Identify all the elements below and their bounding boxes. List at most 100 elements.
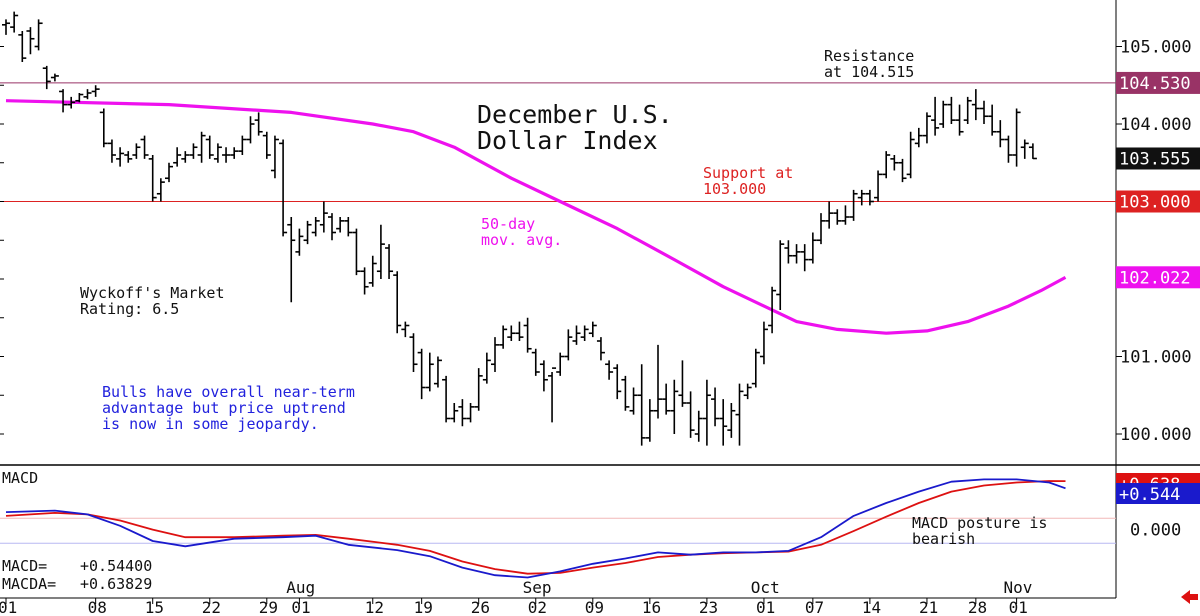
y-tick-label: 101.000 (1120, 348, 1192, 368)
price-bar (1020, 139, 1029, 159)
price-bar (914, 127, 923, 148)
x-day-label: 01 (291, 598, 310, 616)
macd-tag-label: +0.544 (1119, 485, 1180, 505)
x-day-label: 14 (862, 598, 881, 616)
price-bar (882, 151, 891, 179)
price-bar (59, 89, 68, 113)
resistance-note: Resistance at 104.515 (824, 47, 923, 81)
price-bar (197, 131, 206, 163)
price-bar (50, 73, 59, 82)
price-bar (711, 387, 720, 427)
price-bar (898, 158, 907, 183)
price-bar (409, 333, 418, 372)
price-bar (262, 131, 271, 159)
price-bar (319, 201, 328, 233)
left-arrow-icon[interactable] (1181, 590, 1198, 604)
price-bar (230, 147, 239, 159)
price-bar (768, 286, 777, 334)
price-bar (890, 155, 899, 171)
price-bar (499, 325, 508, 349)
price-bar (556, 352, 565, 376)
price-bar (735, 383, 744, 446)
macd-tag-1: +0.544 (1116, 483, 1200, 505)
price-bar (988, 104, 997, 136)
price-bar (727, 403, 736, 438)
price-bar (417, 348, 426, 400)
price-bar (857, 189, 866, 206)
price-bar (654, 344, 662, 419)
macd-readout-value: +0.54400 (80, 557, 152, 575)
price-bar (662, 383, 671, 415)
chart-title: December U.S. Dollar Index (477, 100, 688, 155)
price-bar (450, 403, 459, 423)
ma-label-line1: 50-day (481, 215, 535, 233)
resistance-note-line2: at 104.515 (824, 63, 914, 81)
price-bar (580, 325, 589, 341)
price-bar (75, 93, 84, 103)
bulls-note-line1: Bulls have overall near-term (102, 383, 355, 401)
price-bar (34, 19, 43, 51)
macd-y-tick-label: 0.000 (1130, 521, 1181, 541)
price-bar (287, 217, 296, 303)
price-bar (140, 135, 149, 159)
price-bar (482, 352, 491, 384)
price-bar (613, 364, 622, 400)
price-bar (784, 240, 793, 264)
price-bar (376, 224, 385, 279)
price-bar (238, 135, 247, 155)
price-bar (352, 228, 361, 276)
price-bar (507, 325, 516, 341)
price-bar (637, 364, 646, 446)
price-bar (531, 348, 540, 376)
x-month-label: Sep (523, 578, 552, 597)
x-day-label: 01 (756, 598, 775, 616)
price-bar (1012, 108, 1021, 167)
price-bar (303, 220, 312, 245)
price-bar (955, 104, 964, 136)
chart-title-line1: December U.S. (477, 100, 673, 129)
macd-note-line1: MACD posture is (912, 514, 1047, 532)
price-bar (539, 360, 548, 392)
macd-readout-label: MACD= (2, 557, 47, 575)
price-bar (515, 321, 524, 341)
price-bar (18, 31, 27, 62)
price-bar (596, 337, 605, 361)
price-bar (385, 244, 394, 279)
price-bar (759, 321, 768, 365)
price-bar (474, 368, 483, 411)
price-bar (181, 151, 190, 163)
support-tag: 103.000 (1116, 190, 1200, 213)
price-bar (963, 96, 972, 124)
price-bar (344, 217, 353, 237)
price-bar (523, 317, 532, 353)
price-bar (360, 267, 369, 295)
macd-readout: MACD= +0.54400 MACDA= +0.63829 (2, 557, 152, 593)
price-bar (107, 139, 116, 163)
y-tick-label: 100.000 (1120, 425, 1192, 445)
price-bar (605, 360, 614, 380)
price-bar (629, 387, 638, 415)
price-bar (865, 189, 874, 206)
price-bar (841, 205, 850, 225)
price-bar (2, 19, 10, 35)
price-bar (254, 112, 263, 136)
price-bar (833, 209, 842, 225)
price-bar (328, 213, 336, 241)
price-bar (670, 379, 679, 434)
macda-readout-value: +0.63829 (80, 575, 152, 593)
x-month-label: Oct (751, 578, 780, 597)
price-bar (971, 89, 980, 121)
price-bar (458, 399, 467, 427)
price-bar (124, 151, 133, 163)
price-bar (1004, 135, 1013, 163)
x-day-label: 12 (365, 598, 384, 616)
price-bar (906, 131, 915, 179)
price-bar (996, 120, 1005, 148)
x-day-label: 01 (1009, 598, 1028, 616)
last-price-tag: 103.555 (1116, 147, 1200, 170)
wyckoff-rating-line1: Wyckoff's Market (80, 284, 225, 302)
x-day-label: 09 (585, 598, 604, 616)
price-bar (148, 155, 157, 202)
resistance-note-line1: Resistance (824, 47, 914, 65)
